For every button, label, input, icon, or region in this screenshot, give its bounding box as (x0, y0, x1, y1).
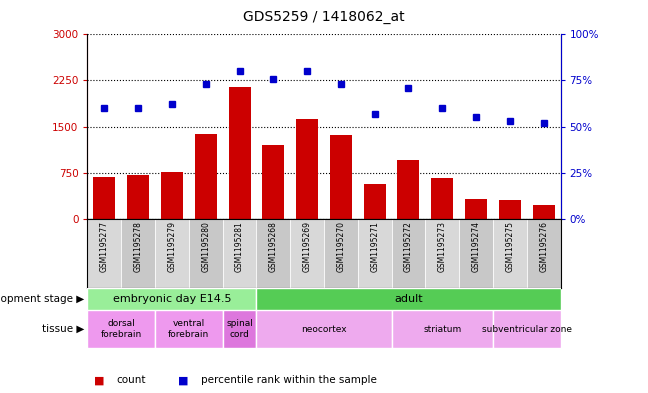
Text: GSM1195280: GSM1195280 (202, 221, 210, 272)
Bar (290, 219, 324, 288)
Text: GSM1195270: GSM1195270 (336, 221, 345, 272)
Bar (93, 177, 115, 219)
Text: spinal
cord: spinal cord (226, 320, 253, 339)
Bar (391, 219, 425, 288)
Text: neocortex: neocortex (301, 325, 347, 334)
Text: GSM1195277: GSM1195277 (100, 221, 109, 272)
Bar (432, 178, 453, 219)
Text: GSM1195272: GSM1195272 (404, 221, 413, 272)
Text: development stage ▶: development stage ▶ (0, 294, 84, 304)
Bar (330, 135, 352, 219)
Text: GSM1195274: GSM1195274 (472, 221, 481, 272)
Bar (493, 219, 527, 288)
Bar (87, 310, 155, 348)
Bar (533, 206, 555, 219)
Text: GSM1195278: GSM1195278 (133, 221, 143, 272)
Text: count: count (117, 375, 146, 385)
Bar (257, 219, 290, 288)
Bar (223, 310, 257, 348)
Text: striatum: striatum (423, 325, 461, 334)
Bar (189, 219, 223, 288)
Bar (324, 219, 358, 288)
Text: percentile rank within the sample: percentile rank within the sample (201, 375, 376, 385)
Bar (493, 310, 561, 348)
Bar (499, 200, 521, 219)
Text: tissue ▶: tissue ▶ (42, 324, 84, 334)
Bar (195, 134, 216, 219)
Text: adult: adult (394, 294, 422, 304)
Text: GSM1195276: GSM1195276 (539, 221, 548, 272)
Bar (397, 160, 419, 219)
Bar (527, 219, 561, 288)
Bar (364, 184, 386, 219)
Text: dorsal
forebrain: dorsal forebrain (100, 320, 142, 339)
Bar (229, 86, 251, 219)
Text: GSM1195279: GSM1195279 (167, 221, 176, 272)
Bar (155, 310, 223, 348)
Bar (296, 119, 318, 219)
Text: GSM1195268: GSM1195268 (269, 221, 278, 272)
Bar (87, 219, 121, 288)
Text: GSM1195275: GSM1195275 (505, 221, 515, 272)
Text: GSM1195281: GSM1195281 (235, 221, 244, 272)
Text: GDS5259 / 1418062_at: GDS5259 / 1418062_at (243, 10, 405, 24)
Text: ventral
forebrain: ventral forebrain (168, 320, 209, 339)
Bar (465, 198, 487, 219)
Text: ■: ■ (94, 375, 104, 385)
Text: GSM1195273: GSM1195273 (438, 221, 446, 272)
Bar (121, 219, 155, 288)
Bar (87, 288, 257, 310)
Bar (358, 219, 391, 288)
Text: GSM1195269: GSM1195269 (303, 221, 312, 272)
Bar (459, 219, 493, 288)
Bar (161, 172, 183, 219)
Bar (155, 219, 189, 288)
Bar (257, 288, 561, 310)
Text: embryonic day E14.5: embryonic day E14.5 (113, 294, 231, 304)
Bar (262, 145, 284, 219)
Bar (257, 310, 391, 348)
Text: GSM1195271: GSM1195271 (370, 221, 379, 272)
Bar (223, 219, 257, 288)
Text: ■: ■ (178, 375, 189, 385)
Text: subventricular zone: subventricular zone (481, 325, 572, 334)
Bar (391, 310, 493, 348)
Bar (425, 219, 459, 288)
Bar (127, 174, 149, 219)
